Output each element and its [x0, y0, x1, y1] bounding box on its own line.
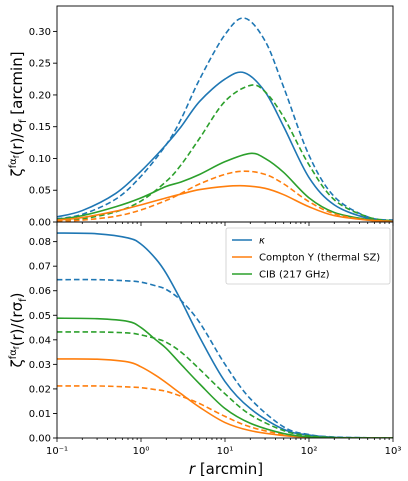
- bottom-series-line-1-dashed: [57, 278, 393, 438]
- bottom-y-tick-label: 0.01: [29, 409, 51, 420]
- top-series-line-3-dashed: [57, 84, 393, 222]
- top-y-tick-label: 0.05: [29, 186, 51, 197]
- bottom-y-tick-label: 0.02: [29, 384, 51, 395]
- top-y-tick-label: 0.10: [29, 154, 51, 165]
- x-tick-label: 10⁻¹: [46, 446, 68, 457]
- bottom-series-line-5-dashed: [57, 331, 393, 438]
- top-series-group: [57, 17, 393, 222]
- bottom-y-tick-label: 0.00: [29, 434, 51, 445]
- legend-box: [225, 227, 391, 285]
- bottom-y-tick-label: 0.07: [29, 262, 51, 273]
- top-y-tick-label: 0.30: [29, 27, 51, 38]
- bottom-y-tick-label: 0.08: [29, 237, 51, 248]
- bottom-y-tick-label: 0.06: [29, 286, 51, 297]
- top-series-line-4-solid: [57, 184, 393, 222]
- top-panel: 0.00 0.05 0.10 0.15 0.20 0.25 0.30: [29, 5, 394, 229]
- top-series-line-1-dashed: [57, 17, 393, 221]
- legend: κ Compton Y (thermal SZ) CIB (217 GHz): [225, 227, 391, 285]
- top-y-tick-label: 0.15: [29, 122, 51, 133]
- x-tick-label: 10²: [301, 446, 318, 457]
- top-y-tick-label: 0.25: [29, 59, 51, 70]
- top-series-line-0-solid: [57, 71, 393, 222]
- top-y-axis-label: ζfαf(r)/σf [arcmin]: [8, 51, 29, 176]
- legend-entry-label: κ: [259, 236, 265, 247]
- legend-entry-label: CIB (217 GHz): [259, 270, 330, 281]
- legend-entry-label: Compton Y (thermal SZ): [259, 253, 380, 264]
- bottom-panel: 0.00 0.01 0.02 0.03 0.04 0.05 0.06 0.07 0.08 10⁻¹…: [29, 221, 402, 457]
- bottom-y-tick-label: 0.04: [29, 335, 51, 346]
- top-y-tick-label: 0.00: [29, 218, 51, 229]
- top-y-tick-label: 0.20: [29, 90, 51, 101]
- x-axis-label: r [arcmin]: [189, 460, 263, 478]
- bottom-y-tick-label: 0.05: [29, 311, 51, 322]
- bottom-y-tick-label: 0.03: [29, 360, 51, 371]
- x-tick-label: 10³: [385, 446, 402, 457]
- bottom-series-line-3-dashed: [57, 385, 393, 438]
- x-tick-label: 10¹: [217, 446, 234, 457]
- top-series-line-2-solid: [57, 152, 393, 222]
- x-tick-label: 10⁰: [133, 446, 150, 457]
